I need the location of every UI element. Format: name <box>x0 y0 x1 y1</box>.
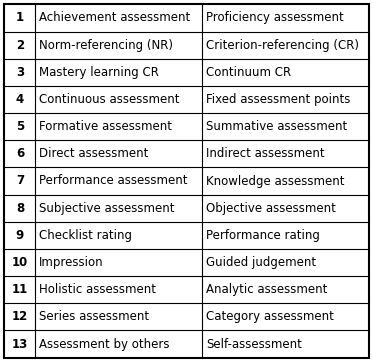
Text: 5: 5 <box>16 120 24 133</box>
Text: 12: 12 <box>12 310 28 323</box>
Text: 4: 4 <box>16 93 24 106</box>
Text: Norm-referencing (NR): Norm-referencing (NR) <box>39 39 173 52</box>
Text: Self-assessment: Self-assessment <box>206 338 302 350</box>
Text: Assessment by others: Assessment by others <box>39 338 170 350</box>
Text: Fixed assessment points: Fixed assessment points <box>206 93 350 106</box>
Text: 9: 9 <box>16 229 24 242</box>
Text: 3: 3 <box>16 66 24 79</box>
Text: Proficiency assessment: Proficiency assessment <box>206 12 344 24</box>
Text: 6: 6 <box>16 147 24 160</box>
Text: Impression: Impression <box>39 256 104 269</box>
Text: 2: 2 <box>16 39 24 52</box>
Text: Criterion-referencing (CR): Criterion-referencing (CR) <box>206 39 359 52</box>
Text: 13: 13 <box>12 338 28 350</box>
Text: Summative assessment: Summative assessment <box>206 120 347 133</box>
Text: Achievement assessment: Achievement assessment <box>39 12 190 24</box>
Text: Performance assessment: Performance assessment <box>39 174 188 188</box>
Text: Guided judgement: Guided judgement <box>206 256 316 269</box>
Text: 11: 11 <box>12 283 28 296</box>
Text: Objective assessment: Objective assessment <box>206 202 336 215</box>
Text: Knowledge assessment: Knowledge assessment <box>206 174 344 188</box>
Text: 7: 7 <box>16 174 24 188</box>
Text: 8: 8 <box>16 202 24 215</box>
Text: Formative assessment: Formative assessment <box>39 120 172 133</box>
Text: Indirect assessment: Indirect assessment <box>206 147 325 160</box>
Text: Checklist rating: Checklist rating <box>39 229 132 242</box>
Text: Continuous assessment: Continuous assessment <box>39 93 180 106</box>
Text: Analytic assessment: Analytic assessment <box>206 283 327 296</box>
Text: Series assessment: Series assessment <box>39 310 149 323</box>
Text: Direct assessment: Direct assessment <box>39 147 148 160</box>
Text: 1: 1 <box>16 12 24 24</box>
Text: Continuum CR: Continuum CR <box>206 66 291 79</box>
Text: Subjective assessment: Subjective assessment <box>39 202 175 215</box>
Text: Category assessment: Category assessment <box>206 310 334 323</box>
Text: Performance rating: Performance rating <box>206 229 320 242</box>
Text: Holistic assessment: Holistic assessment <box>39 283 156 296</box>
Text: 10: 10 <box>12 256 28 269</box>
Text: Mastery learning CR: Mastery learning CR <box>39 66 159 79</box>
